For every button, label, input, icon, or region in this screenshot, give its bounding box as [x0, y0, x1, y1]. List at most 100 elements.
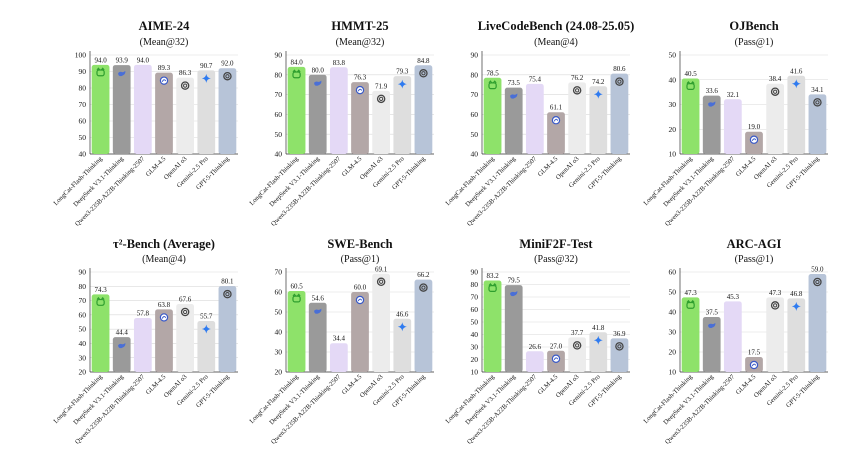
bar-gemini-2-5-pro: [787, 75, 806, 154]
y-tick-label: 90: [471, 51, 479, 60]
bar-value-label: 34.1: [811, 86, 824, 94]
bar-value-label: 57.8: [137, 310, 150, 318]
gemini-sparkle-icon: [201, 73, 211, 83]
y-tick-label: 50: [669, 288, 677, 297]
bar-value-label: 93.9: [116, 57, 129, 65]
bar-value-label: 33.6: [706, 87, 719, 95]
glm-logo-icon: [551, 354, 561, 363]
y-tick-label: 50: [471, 318, 479, 327]
openai-logo-icon: [770, 301, 780, 310]
gpt5-openai-logo-icon: [615, 77, 624, 86]
bar-value-label: 40.5: [684, 70, 697, 78]
bar-gemini-2-5-pro: [589, 86, 608, 154]
bar-openai-o3: [372, 273, 391, 372]
deepseek-whale-icon: [314, 80, 322, 86]
chart-title: OJBench: [729, 19, 778, 33]
deepseek-whale-icon: [708, 322, 716, 328]
openai-logo-icon: [572, 341, 582, 350]
bar-value-label: 74.3: [94, 286, 107, 294]
y-tick-label: 50: [669, 51, 677, 60]
y-tick-label: 20: [471, 355, 479, 364]
gpt5-openai-logo-icon: [223, 289, 232, 299]
bar-longcat-flash-thinking: [91, 64, 110, 154]
bar-value-label: 34.4: [333, 335, 346, 343]
openai-logo-icon: [572, 86, 582, 95]
bar-value-label: 46.8: [790, 290, 803, 298]
bar-value-label: 41.8: [592, 324, 605, 332]
bar-deepseek-v3-1-thinking: [308, 302, 327, 372]
gemini-sparkle-icon: [397, 322, 407, 332]
openai-logo-icon: [180, 81, 190, 90]
bar-value-label: 19.0: [748, 123, 761, 131]
bar-openai-o3: [372, 90, 391, 154]
bar-gemini-2-5-pro: [589, 332, 608, 372]
bar-glm-4-5: [351, 82, 369, 154]
gemini-sparkle-icon: [397, 79, 407, 89]
bar-longcat-flash-thinking: [681, 297, 700, 372]
bar-glm-4-5: [155, 72, 173, 154]
y-tick-label: 30: [669, 328, 677, 337]
bar-value-label: 89.3: [158, 64, 171, 72]
bar-gemini-2-5-pro: [787, 298, 806, 372]
chart-title: AIME-24: [139, 19, 190, 33]
bar-value-label: 84.8: [417, 57, 430, 65]
y-tick-label: 70: [471, 90, 479, 99]
bar-value-label: 32.1: [727, 91, 740, 99]
bar-gemini-2-5-pro: [197, 70, 216, 154]
bar-value-label: 80.6: [613, 65, 626, 73]
longcat-logo-icon: [96, 298, 105, 306]
y-tick-label: 40: [79, 339, 87, 348]
bar-deepseek-v3-1-thinking: [308, 74, 327, 154]
y-tick-label: 50: [471, 130, 479, 139]
bar-gemini-2-5-pro: [393, 76, 412, 154]
y-tick-label: 90: [79, 268, 87, 277]
y-tick-label: 20: [79, 368, 87, 377]
longcat-logo-icon: [292, 71, 301, 79]
chart-title: HMMT-25: [331, 19, 388, 33]
bar-deepseek-v3-1-thinking: [112, 337, 131, 372]
bar-value-label: 67.6: [179, 296, 192, 304]
longcat-logo-icon: [96, 69, 105, 77]
bar-value-label: 63.8: [158, 301, 171, 309]
glm-logo-icon: [551, 116, 561, 125]
y-tick-label: 40: [275, 150, 283, 159]
bar-value-label: 92.0: [221, 60, 234, 68]
bar-value-label: 38.4: [769, 75, 782, 83]
y-tick-label: 90: [275, 51, 283, 60]
y-tick-label: 20: [275, 368, 283, 377]
longcat-logo-icon: [686, 83, 695, 90]
bar-qwen3-235b-a22b-thinking-2507: [525, 351, 544, 372]
bar-longcat-flash-thinking: [483, 280, 502, 372]
bar-gpt-5-thinking: [414, 279, 433, 372]
bar-gpt-5-thinking: [610, 338, 629, 372]
openai-logo-icon: [376, 94, 386, 104]
bar-value-label: 79.3: [396, 68, 409, 76]
chart-subtitle: (Pass@1): [341, 254, 380, 265]
y-tick-label: 10: [669, 368, 677, 377]
y-tick-label: 30: [79, 353, 87, 362]
bar-gpt-5-thinking: [218, 68, 237, 154]
y-tick-label: 50: [79, 325, 87, 334]
bar-value-label: 45.3: [727, 293, 740, 301]
bar-value-label: 55.7: [200, 313, 213, 321]
y-tick-label: 40: [669, 75, 677, 84]
gpt5-openai-logo-icon: [813, 98, 822, 107]
chart-title: LiveCodeBench (24.08-25.05): [478, 19, 635, 33]
bar-value-label: 73.5: [508, 79, 521, 87]
bar-value-label: 80.1: [221, 278, 234, 286]
y-tick-label: 50: [79, 133, 87, 142]
openai-logo-icon: [770, 87, 780, 96]
y-tick-label: 20: [669, 348, 677, 357]
bar-gpt-5-thinking: [610, 73, 629, 154]
bar-gpt-5-thinking: [808, 274, 827, 372]
y-tick-label: 70: [275, 90, 283, 99]
y-tick-label: 80: [79, 282, 87, 291]
bar-value-label: 59.0: [811, 266, 824, 274]
bar-value-label: 74.2: [592, 78, 605, 86]
chart-subtitle: (Pass@1): [735, 37, 774, 48]
bar-value-label: 76.3: [354, 74, 367, 82]
bar-value-label: 37.7: [571, 329, 584, 337]
bar-value-label: 83.8: [333, 59, 346, 67]
bar-longcat-flash-thinking: [483, 77, 502, 154]
